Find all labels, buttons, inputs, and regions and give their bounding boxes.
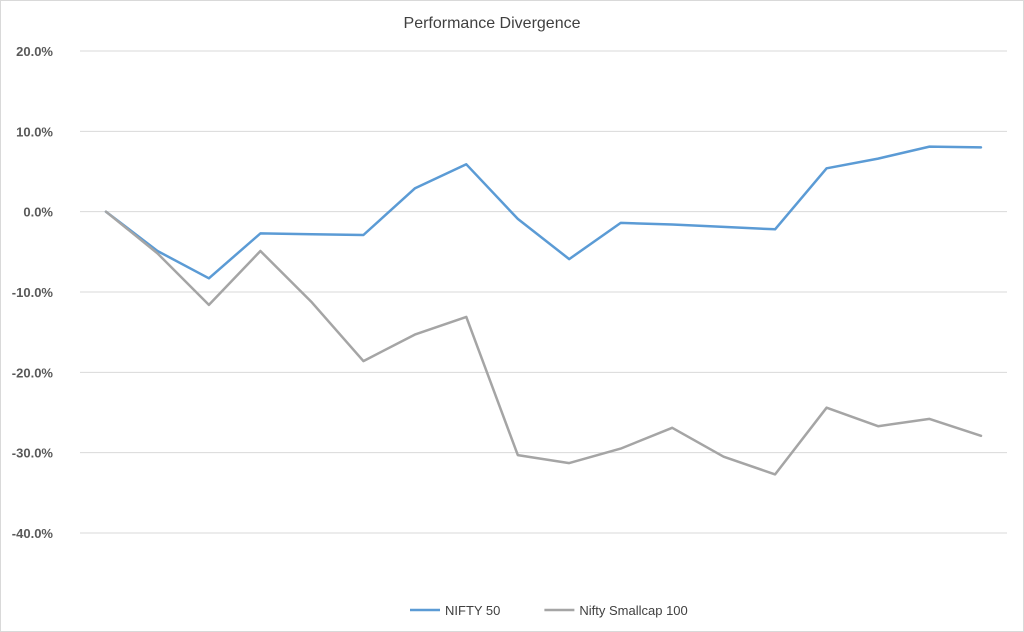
- series-line-nifty-50: [104, 145, 983, 280]
- legend-label-nifty-50: NIFTY 50: [445, 603, 500, 618]
- y-tick-label: 10.0%: [16, 124, 53, 139]
- y-tick-label: 20.0%: [16, 44, 53, 59]
- y-tick-label: -30.0%: [12, 446, 54, 461]
- series-lines: [104, 145, 983, 476]
- series-line-nifty-smallcap-100: [104, 210, 983, 476]
- y-axis-tick-labels: 20.0% 10.0% 0.0% -10.0% -20.0% -30.0% -40.0%: [12, 44, 54, 541]
- gridlines: [80, 50, 1007, 534]
- y-tick-label: -10.0%: [12, 285, 54, 300]
- legend: NIFTY 50 Nifty Smallcap 100: [410, 603, 688, 618]
- legend-label-nifty-smallcap-100: Nifty Smallcap 100: [579, 603, 687, 618]
- y-tick-label: -40.0%: [12, 526, 54, 541]
- y-tick-label: -20.0%: [12, 365, 54, 380]
- y-tick-label: 0.0%: [23, 205, 53, 220]
- chart-title: Performance Divergence: [404, 15, 581, 32]
